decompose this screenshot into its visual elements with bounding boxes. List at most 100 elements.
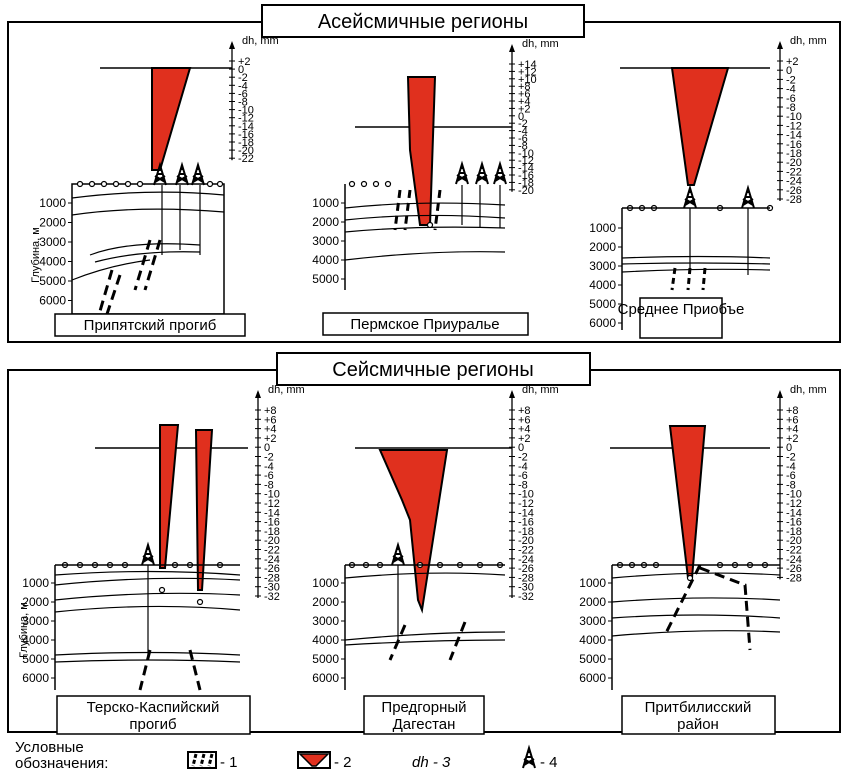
dh-tick-label: -32 <box>518 591 534 603</box>
region-label-box <box>621 695 776 735</box>
dh-tick-label: -18 <box>786 148 802 160</box>
dh-tick-label: +2 <box>786 56 799 68</box>
dh-tick-label: -8 <box>786 479 796 491</box>
depth-tick-label: 4000 <box>589 278 616 292</box>
dh-tick-label: -28 <box>264 572 280 584</box>
dh-tick-label: -22 <box>786 166 802 178</box>
dh-tick-label: -24 <box>518 554 534 566</box>
dh-tick-label: -18 <box>518 526 534 538</box>
dh-tick-label: -6 <box>518 133 528 145</box>
dh-axis-title: dh, mm <box>268 384 305 396</box>
dh-tick-label: -4 <box>264 461 274 473</box>
region-label-line2: прогиб <box>129 716 176 733</box>
dh-scale: dh, mm+20-2-4-6-8-10-12-14-16-18-20-22-2… <box>777 35 827 206</box>
dh-tick-label: -2 <box>518 118 528 130</box>
region-label-line1: Предгорный <box>381 699 466 716</box>
dh-tick-label: -16 <box>518 517 534 529</box>
depth-tick-label: 1000 <box>589 221 616 235</box>
dh-tick-label: -2 <box>518 452 528 464</box>
dh-tick-label: -4 <box>786 461 796 473</box>
dh-tick-label: -12 <box>518 155 534 167</box>
dh-tick-label: -20 <box>518 535 534 547</box>
dh-tick-label: +2 <box>518 433 531 445</box>
dh-tick-label: -4 <box>786 84 796 96</box>
dh-tick-label: +2 <box>238 56 251 68</box>
dh-tick-label: -20 <box>264 535 280 547</box>
dh-tick-label: -12 <box>786 120 802 132</box>
dh-axis-title: dh, mm <box>242 35 279 47</box>
depth-axis-label: Глубина, м <box>30 227 42 283</box>
depth-tick-label: 2000 <box>579 595 606 609</box>
region-label-line1: Терско-Каспийский <box>87 699 220 716</box>
depth-tick-label: 3000 <box>39 235 66 249</box>
legend-title-line1: Условные <box>15 739 84 756</box>
depth-tick-label: 6000 <box>22 671 49 685</box>
dh-tick-label: -6 <box>264 470 274 482</box>
dh-tick-label: -30 <box>518 582 534 594</box>
dh-tick-label: -24 <box>786 176 802 188</box>
depth-tick-label: 6000 <box>312 671 339 685</box>
region-label-box <box>54 313 246 337</box>
dh-tick-label: -32 <box>264 591 280 603</box>
dh-tick-label: -12 <box>518 498 534 510</box>
dh-tick-label: -2 <box>786 452 796 464</box>
dh-tick-label: +6 <box>518 414 531 426</box>
dh-tick-label: +2 <box>786 433 799 445</box>
dh-tick-label: -18 <box>264 526 280 538</box>
dh-tick-label: -28 <box>786 194 802 206</box>
depth-tick-label: 5000 <box>579 652 606 666</box>
dh-tick-label: -12 <box>238 113 254 125</box>
dh-tick-label: +8 <box>264 405 277 417</box>
fault-symbol-icon <box>187 751 217 769</box>
depth-ticks: 1000 2000 3000 4000 5000 6000 <box>312 576 345 685</box>
top-panel-title-box <box>261 4 585 38</box>
dh-tick-label: -18 <box>786 526 802 538</box>
legend-item-4: - 4 <box>540 754 558 771</box>
depth-ticks: 1000 2000 3000 4000 5000 6000 <box>39 196 72 308</box>
dh-tick-label: -30 <box>264 582 280 594</box>
depth-tick-label: 3000 <box>589 259 616 273</box>
dh-tick-label: -16 <box>518 170 534 182</box>
dh-tick-label: -10 <box>264 489 280 501</box>
dh-tick-label: -14 <box>786 507 802 519</box>
region-dagestan: Предгорный Дагестан <box>344 447 512 735</box>
dh-tick-label: -14 <box>264 507 280 519</box>
dh-tick-label: -4 <box>238 80 248 92</box>
depth-tick-label: 4000 <box>22 633 49 647</box>
depth-tick-label: 1000 <box>312 196 339 210</box>
dh-tick-label: -26 <box>264 563 280 575</box>
region-label-box <box>639 297 723 339</box>
dh-tick-label: -8 <box>238 97 248 109</box>
dh-tick-label: -4 <box>518 461 528 473</box>
depth-tick-label: 5000 <box>312 652 339 666</box>
dh-tick-label: -22 <box>238 153 254 165</box>
dh-tick-label: -10 <box>786 111 802 123</box>
dh-tick-label: -16 <box>786 139 802 151</box>
region-label-box <box>56 695 251 735</box>
legend-item-1: - 1 <box>220 754 238 771</box>
subsidence-wedge <box>378 449 449 614</box>
dh-tick-label: 0 <box>786 65 792 77</box>
dh-tick-label: -2 <box>264 452 274 464</box>
depth-tick-label: 4000 <box>39 255 66 269</box>
dh-tick-label: -6 <box>786 470 796 482</box>
dh-tick-label: -14 <box>238 121 254 133</box>
top-panel-title: Асейсмичные регионы <box>318 11 528 33</box>
dh-tick-label: 0 <box>238 64 244 76</box>
dh-tick-label: -8 <box>264 479 274 491</box>
dh-scale: dh, mm+14+12+10+8+6+4+20-2-4-6-8-10-12-1… <box>509 38 559 197</box>
depth-tick-label: 3000 <box>579 614 606 628</box>
dh-tick-label: -16 <box>238 129 254 141</box>
dh-tick-label: -24 <box>786 554 802 566</box>
dh-tick-label: -24 <box>264 554 280 566</box>
dh-tick-label: +12 <box>518 66 537 78</box>
legend-title-line2: обозначения: <box>15 755 108 771</box>
dh-tick-label: -8 <box>786 102 796 114</box>
dh-tick-label: +8 <box>786 405 799 417</box>
subsidence-wedge <box>151 67 192 171</box>
subsidence-wedge <box>194 429 214 591</box>
depth-tick-label: 4000 <box>312 633 339 647</box>
region-label-line2: Дагестан <box>393 716 456 733</box>
wedge-symbol-icon <box>297 751 331 769</box>
